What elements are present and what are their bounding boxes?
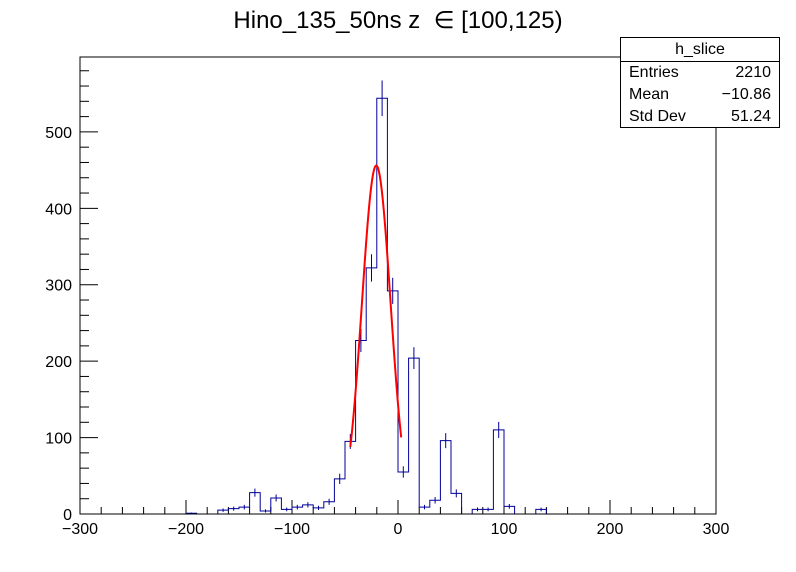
histogram-bins (80, 97, 716, 515)
x-tick-label: 100 (491, 521, 518, 538)
x-tick-label: −200 (168, 521, 204, 538)
stats-mean-label: Mean (629, 86, 670, 103)
stats-entries-row: Entries 2210 (621, 62, 779, 84)
stats-entries-value: 2210 (735, 64, 771, 81)
axis-tick-labels: −300 −200 −100 0 100 200 300 0 100 200 300 400 500 (45, 125, 729, 538)
x-tick-label: 0 (394, 521, 403, 538)
x-tick-label: 300 (703, 521, 730, 538)
y-tick-label: 100 (45, 431, 72, 448)
chart-title: Hino_135_50ns z ∈ [100,125) (233, 7, 563, 34)
x-tick-label: −100 (274, 521, 310, 538)
x-tick-label: 200 (597, 521, 624, 538)
stats-stddev-value: 51.24 (730, 108, 771, 125)
y-tick-label: 500 (45, 125, 72, 142)
stats-box: h_slice Entries 2210 Mean −10.86 Std Dev… (620, 37, 780, 128)
stats-mean-value: −10.86 (721, 86, 771, 103)
stats-stddev-label: Std Dev (629, 108, 686, 125)
y-tick-label: 400 (45, 201, 72, 218)
stats-box-name: h_slice (621, 38, 779, 62)
stats-stddev-row: Std Dev 51.24 (621, 106, 779, 128)
y-tick-label: 200 (45, 354, 72, 371)
x-tick-label: −300 (62, 521, 98, 538)
y-tick-label: 0 (63, 507, 72, 524)
gaussian-fit-curve (349, 164, 403, 447)
stats-mean-row: Mean −10.86 (621, 84, 779, 106)
y-tick-label: 300 (45, 278, 72, 295)
axis-ticks (79, 70, 717, 515)
stats-entries-label: Entries (629, 64, 679, 81)
plot-frame (79, 56, 717, 515)
histogram-outline (80, 97, 716, 515)
fit-curve (349, 164, 403, 447)
